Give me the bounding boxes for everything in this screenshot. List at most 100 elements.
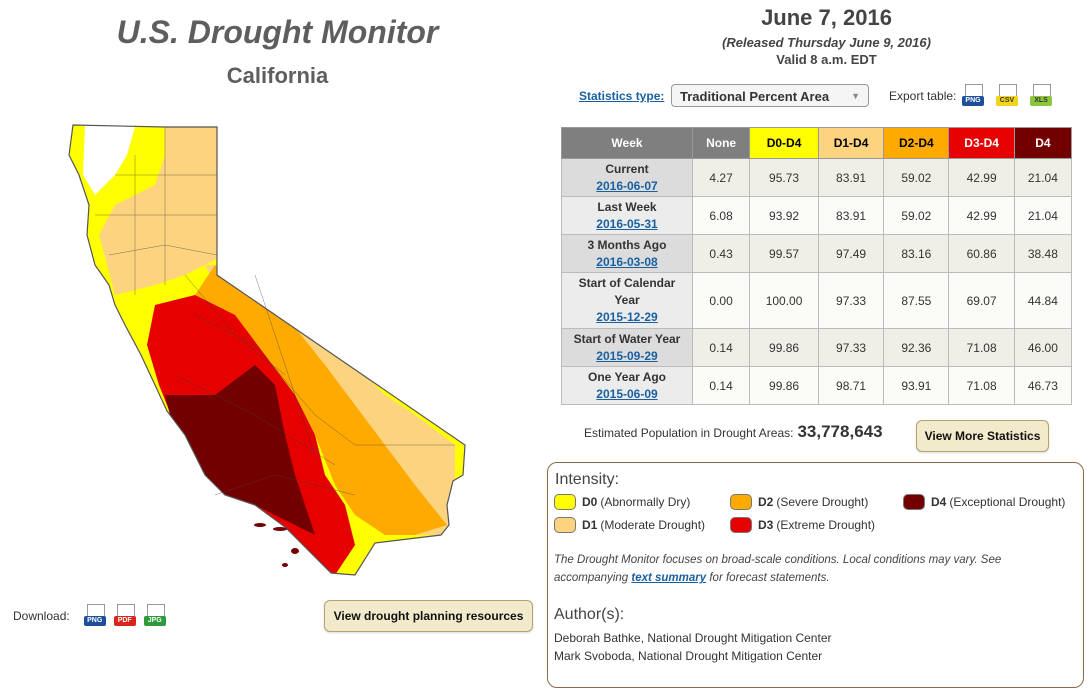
population-value: 33,778,643 — [797, 422, 883, 441]
pdf-download-icon[interactable]: PDF — [113, 604, 136, 628]
value-cell: 0.14 — [691, 328, 751, 367]
value-cell: 83.16 — [883, 234, 950, 273]
value-cell: 59.02 — [883, 158, 950, 197]
d3-swatch — [730, 517, 752, 533]
value-cell: 59.02 — [883, 196, 950, 235]
value-cell: 42.99 — [948, 158, 1015, 197]
zone-d2 — [195, 265, 447, 535]
col-d0-d4: D0-D4 — [749, 127, 819, 159]
legend-item-d0: D0 (Abnormally Dry) — [554, 494, 690, 510]
value-cell: 0.43 — [691, 234, 751, 273]
table-header-row: Week None D0-D4 D1-D4 D2-D4 D3-D4 D4 — [561, 127, 1073, 159]
planning-resources-button[interactable]: View drought planning resources — [324, 600, 533, 632]
release-date: (Released Thursday June 9, 2016) — [722, 35, 931, 50]
value-cell: 97.33 — [817, 272, 885, 329]
value-cell: 95.73 — [749, 158, 819, 197]
d4-swatch — [903, 494, 925, 510]
export-icons: PNG CSV XLS — [962, 84, 1064, 108]
week-cell: Start of Calendar Year 2015-12-29 — [561, 272, 693, 329]
drought-zones — [69, 125, 465, 575]
value-cell: 99.86 — [749, 328, 819, 367]
value-cell: 99.86 — [749, 366, 819, 405]
disclaimer-note: The Drought Monitor focuses on broad-sca… — [554, 554, 1002, 584]
export-xls-icon[interactable]: XLS — [1030, 84, 1052, 108]
value-cell: 4.27 — [691, 158, 751, 197]
week-date-link[interactable]: 2016-03-08 — [596, 254, 658, 269]
value-cell: 6.08 — [691, 196, 751, 235]
jpg-download-icon[interactable]: JPG — [143, 604, 166, 628]
col-d4: D4 — [1013, 127, 1073, 159]
week-date-link[interactable]: 2015-06-09 — [596, 386, 658, 401]
valid-time: Valid 8 a.m. EDT — [776, 52, 877, 67]
state-title: California — [226, 63, 329, 88]
d1-swatch — [554, 517, 576, 533]
view-more-statistics-button[interactable]: View More Statistics — [916, 420, 1049, 452]
week-date-link[interactable]: 2015-09-29 — [596, 348, 658, 363]
zone-d4 — [165, 365, 315, 535]
value-cell: 46.00 — [1013, 328, 1073, 367]
value-cell: 71.08 — [948, 366, 1015, 405]
value-cell: 0.00 — [691, 272, 751, 329]
legend-panel: Intensity: D0 (Abnormally Dry) D1 (Moderat… — [547, 462, 1084, 688]
population-label: Estimated Population in Drought Areas: — [584, 426, 794, 440]
value-cell: 60.86 — [948, 234, 1015, 273]
export-csv-icon[interactable]: CSV — [996, 84, 1018, 108]
week-date-link[interactable]: 2015-12-29 — [596, 310, 658, 324]
col-d2-d4: D2-D4 — [883, 127, 950, 159]
statistics-type-link[interactable]: Statistics type: — [579, 89, 665, 103]
value-cell: 83.91 — [817, 158, 885, 197]
value-cell: 87.55 — [883, 272, 950, 329]
statistics-type-select[interactable]: Traditional Percent Area ▼ — [671, 84, 869, 107]
d2-swatch — [730, 494, 752, 510]
table-row: Last Week 2016-05-31 6.08 93.92 83.91 59.… — [561, 196, 1073, 235]
value-cell: 97.33 — [817, 328, 885, 367]
state-outline — [68, 124, 466, 576]
export-label: Export table: — [889, 89, 957, 103]
legend-item-d2: D2 (Severe Drought) — [730, 494, 868, 510]
value-cell: 99.57 — [749, 234, 819, 273]
png-download-icon[interactable]: PNG — [83, 604, 106, 628]
page-title: U.S. Drought Monitor — [116, 14, 439, 50]
value-cell: 71.08 — [948, 328, 1015, 367]
value-cell: 98.71 — [817, 366, 885, 405]
value-cell: 0.14 — [691, 366, 751, 405]
table-row: Current 2016-06-07 4.27 95.73 83.91 59.02… — [561, 158, 1073, 197]
value-cell: 93.91 — [883, 366, 950, 405]
week-date-link[interactable]: 2016-06-07 — [596, 178, 658, 193]
value-cell: 83.91 — [817, 196, 885, 235]
week-cell: Last Week 2016-05-31 — [561, 196, 693, 235]
value-cell: 97.49 — [817, 234, 885, 273]
week-cell: One Year Ago 2015-06-09 — [561, 366, 693, 405]
population-estimate: Estimated Population in Drought Areas: 3… — [584, 422, 883, 442]
table-row: 3 Months Ago 2016-03-08 0.43 99.57 97.49 … — [561, 234, 1073, 273]
legend-item-d3: D3 (Extreme Drought) — [730, 517, 875, 533]
chevron-down-icon: ▼ — [851, 91, 860, 101]
california-drought-map — [68, 124, 466, 576]
col-d1-d4: D1-D4 — [817, 127, 885, 159]
zone-none — [83, 125, 135, 195]
col-none: None — [691, 127, 751, 159]
value-cell: 38.48 — [1013, 234, 1073, 273]
week-cell: Start of Water Year 2015-09-29 — [561, 328, 693, 367]
value-cell: 69.07 — [948, 272, 1015, 329]
value-cell: 21.04 — [1013, 196, 1073, 235]
table-row: One Year Ago 2015-06-09 0.14 99.86 98.71 … — [561, 366, 1073, 405]
text-summary-link[interactable]: text summary — [631, 572, 707, 584]
map-date: June 7, 2016 — [761, 5, 892, 30]
week-cell: Current 2016-06-07 — [561, 158, 693, 197]
value-cell: 100.00 — [749, 272, 819, 329]
table-row: Start of Water Year 2015-09-29 0.14 99.86… — [561, 328, 1073, 367]
intensity-title: Intensity: — [555, 471, 620, 488]
export-png-icon[interactable]: PNG — [962, 84, 984, 108]
week-cell: 3 Months Ago 2016-03-08 — [561, 234, 693, 273]
value-cell: 44.84 — [1013, 272, 1073, 329]
authors-title: Author(s): — [554, 606, 625, 623]
statistics-table: Week None D0-D4 D1-D4 D2-D4 D3-D4 D4 Cur… — [561, 127, 1073, 405]
legend-item-d4: D4 (Exceptional Drought) — [903, 494, 1065, 510]
county-lines — [95, 127, 455, 496]
download-label: Download: — [13, 609, 70, 623]
col-d3-d4: D3-D4 — [948, 127, 1015, 159]
week-date-link[interactable]: 2016-05-31 — [596, 216, 658, 231]
d0-swatch — [554, 494, 576, 510]
value-cell: 42.99 — [948, 196, 1015, 235]
